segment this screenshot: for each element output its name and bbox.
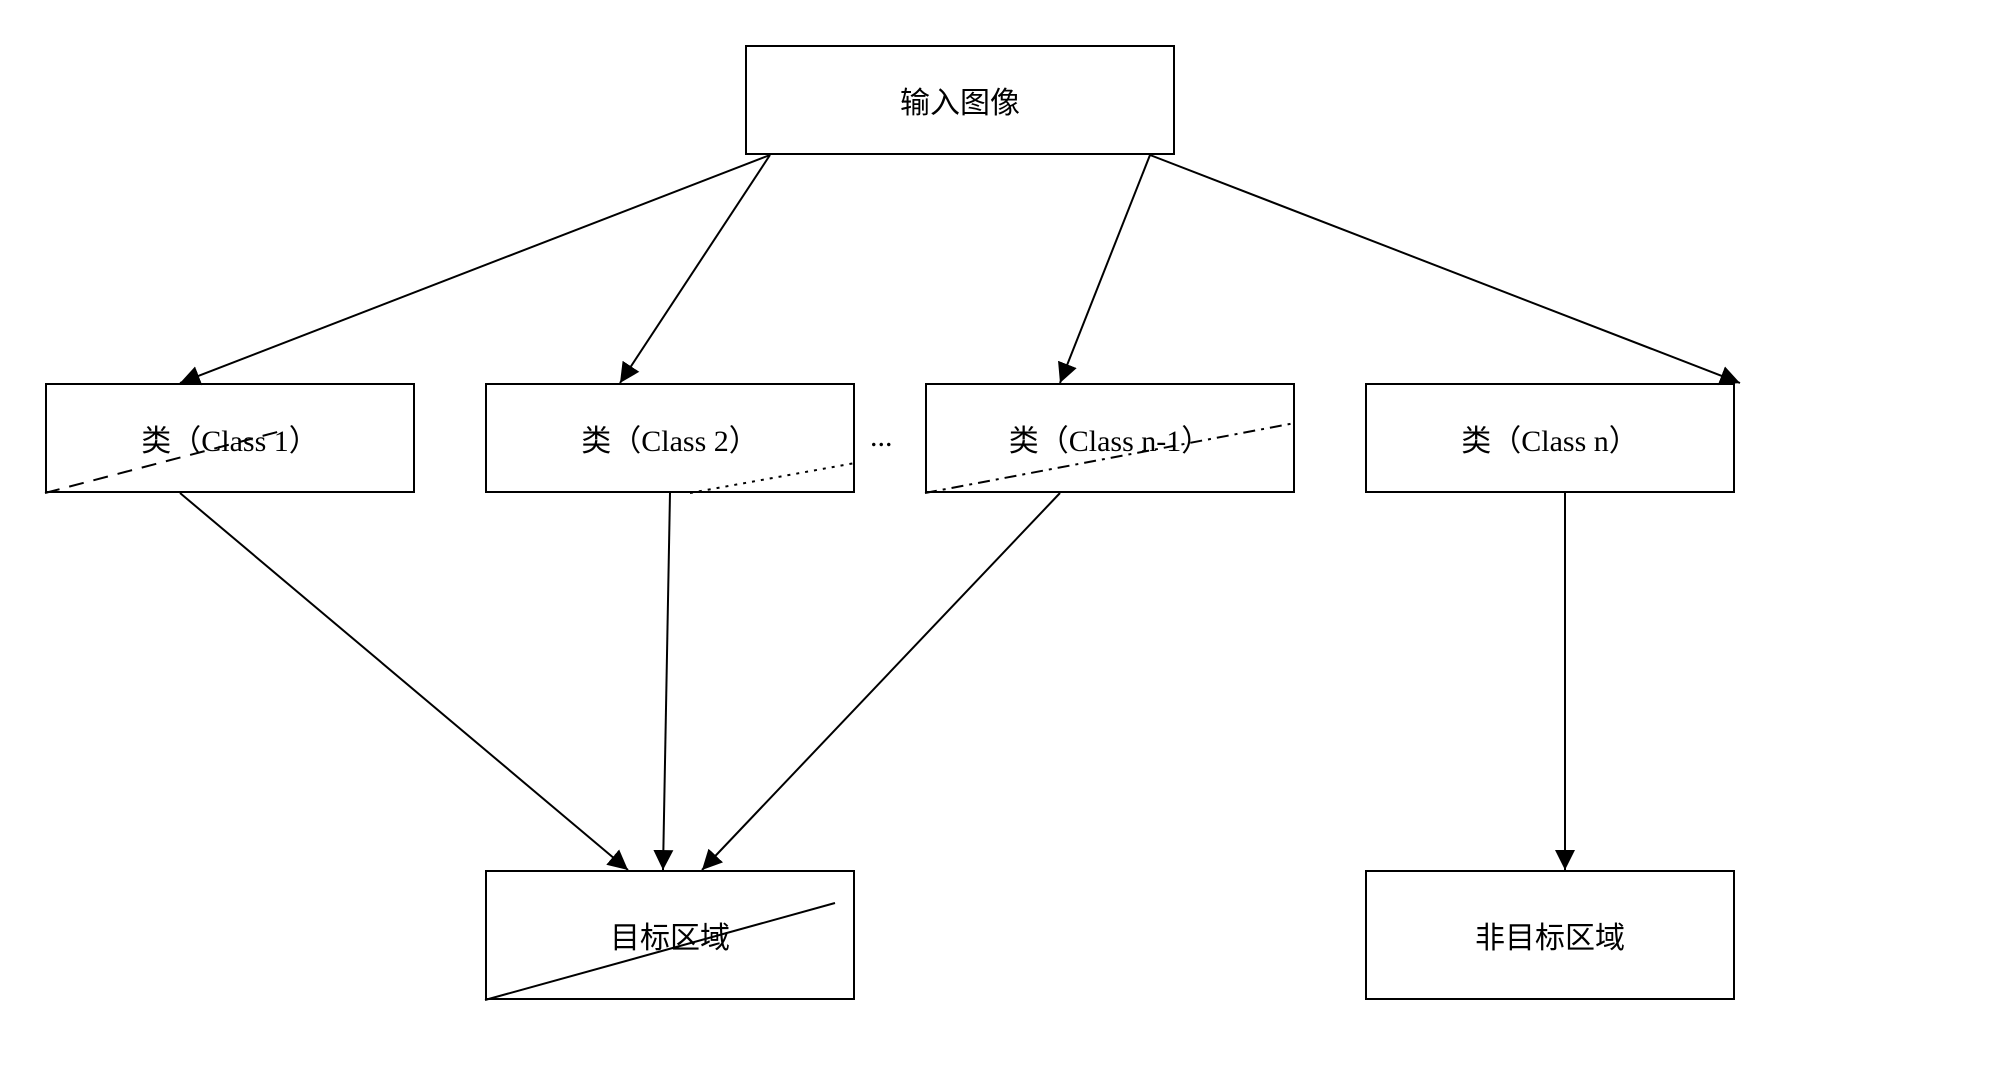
class2-label: 类（Class 2）	[581, 416, 759, 460]
ellipsis-label: ...	[870, 420, 893, 454]
target-label: 目标区域	[610, 913, 730, 957]
edge-input-classn1	[1060, 155, 1150, 383]
target-node: 目标区域	[485, 870, 855, 1000]
nontarget-node: 非目标区域	[1365, 870, 1735, 1000]
edge-input-class2	[620, 155, 770, 383]
edge-class2-target	[663, 493, 670, 870]
nontarget-label: 非目标区域	[1475, 913, 1625, 957]
class1-node: 类（Class 1）	[45, 383, 415, 493]
input-node: 输入图像	[745, 45, 1175, 155]
edge-input-classn	[1150, 155, 1740, 383]
class2-node: 类（Class 2）	[485, 383, 855, 493]
classn1-label: 类（Class n-1）	[1009, 416, 1212, 460]
classn-node: 类（Class n）	[1365, 383, 1735, 493]
classn-label: 类（Class n）	[1461, 416, 1639, 460]
classn1-node: 类（Class n-1）	[925, 383, 1295, 493]
input-label: 输入图像	[900, 78, 1020, 122]
class1-label: 类（Class 1）	[141, 416, 319, 460]
edge-input-class1	[180, 155, 770, 383]
edge-classn1-target	[702, 493, 1060, 870]
edge-class1-target	[180, 493, 628, 870]
